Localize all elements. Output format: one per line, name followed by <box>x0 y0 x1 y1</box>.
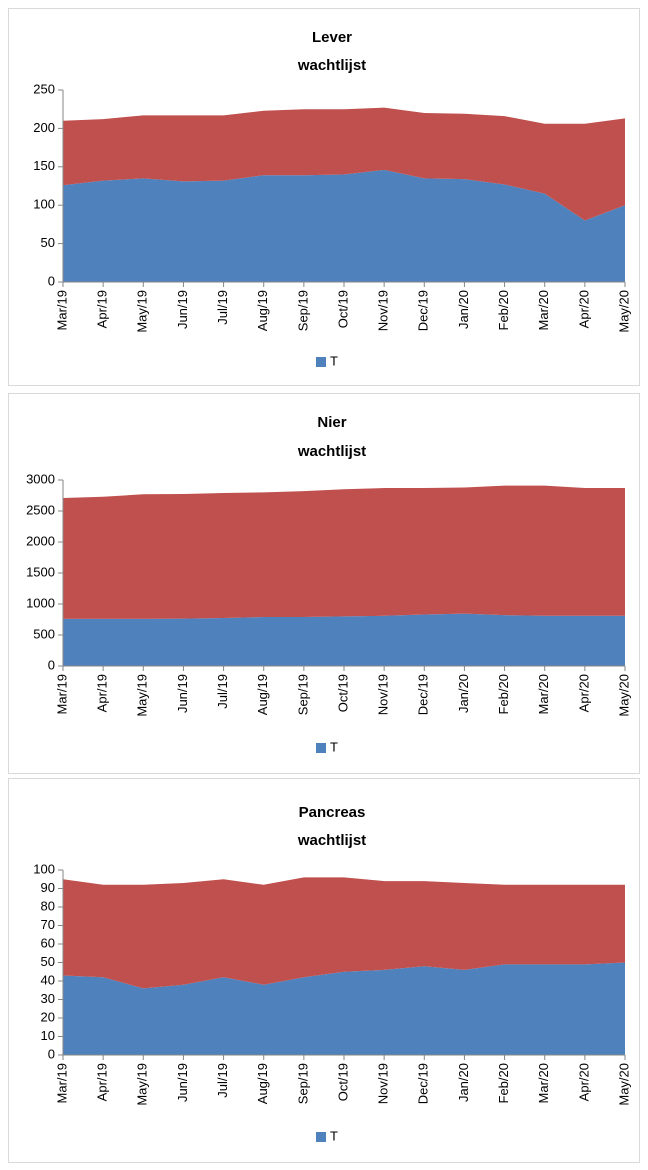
x-tick-label: Aug/19 <box>255 674 270 715</box>
x-tick-label: Nov/19 <box>376 1063 391 1104</box>
panel <box>8 778 640 1163</box>
y-tick-label: 70 <box>41 917 55 932</box>
y-tick-label: 3000 <box>26 471 55 486</box>
x-tick-label: Apr/19 <box>95 1063 110 1101</box>
x-tick-label: Jul/19 <box>215 290 230 325</box>
area <box>63 169 625 282</box>
x-tick-label: Nov/19 <box>376 674 391 715</box>
x-tick-label: Mar/19 <box>54 674 69 714</box>
x-tick-label: Jul/19 <box>215 674 230 709</box>
y-tick-label: 20 <box>41 1009 55 1024</box>
chart-title: Nier <box>317 414 346 431</box>
y-tick-label: 0 <box>48 1046 55 1061</box>
x-tick-label: Apr/19 <box>95 290 110 328</box>
x-tick-label: Feb/20 <box>496 290 511 330</box>
y-tick-label: 500 <box>33 626 55 641</box>
x-tick-label: Jul/19 <box>215 1063 230 1098</box>
y-tick-label: 1500 <box>26 564 55 579</box>
x-tick-label: Sep/19 <box>295 290 310 331</box>
x-tick-label: May/20 <box>616 1063 631 1106</box>
y-tick-label: 80 <box>41 898 55 913</box>
chart-title: Pancreas <box>299 804 366 821</box>
legend-swatch <box>316 357 326 367</box>
legend-label: T <box>330 353 338 368</box>
x-tick-label: Nov/19 <box>376 290 391 331</box>
y-tick-label: 0 <box>48 657 55 672</box>
chart-title: Lever <box>312 29 352 46</box>
x-tick-label: Mar/20 <box>536 290 551 330</box>
y-tick-label: 250 <box>33 81 55 96</box>
y-tick-label: 10 <box>41 1028 55 1043</box>
x-tick-label: May/19 <box>135 290 150 333</box>
y-tick-label: 40 <box>41 972 55 987</box>
x-tick-label: Feb/20 <box>496 1063 511 1103</box>
y-tick-label: 100 <box>33 861 55 876</box>
x-tick-label: Apr/20 <box>576 290 591 328</box>
x-tick-label: Jan/20 <box>456 290 471 329</box>
panel <box>8 393 640 774</box>
area <box>63 962 625 1055</box>
panel <box>8 8 640 386</box>
x-tick-label: Feb/20 <box>496 674 511 714</box>
legend-label: T <box>330 739 338 754</box>
x-tick-label: Oct/19 <box>335 290 350 328</box>
y-tick-label: 50 <box>41 235 55 250</box>
x-tick-label: Jan/20 <box>456 674 471 713</box>
x-tick-label: Dec/19 <box>416 290 431 331</box>
x-tick-label: Oct/19 <box>335 1063 350 1101</box>
chart-subtitle: wachtlijst <box>297 832 366 849</box>
x-tick-label: May/20 <box>616 674 631 717</box>
x-tick-label: May/19 <box>135 674 150 717</box>
y-tick-label: 2500 <box>26 502 55 517</box>
x-tick-label: Aug/19 <box>255 290 270 331</box>
legend-label: T <box>330 1128 338 1143</box>
legend-swatch <box>316 743 326 753</box>
x-tick-label: Jun/19 <box>175 290 190 329</box>
area <box>63 485 625 619</box>
area <box>63 613 625 666</box>
x-tick-label: Jun/19 <box>175 674 190 713</box>
x-tick-label: Jun/19 <box>175 1063 190 1102</box>
x-tick-label: Jan/20 <box>456 1063 471 1102</box>
x-tick-label: Apr/19 <box>95 674 110 712</box>
y-tick-label: 2000 <box>26 533 55 548</box>
y-tick-label: 200 <box>33 120 55 135</box>
x-tick-label: May/19 <box>135 1063 150 1106</box>
x-tick-label: Mar/20 <box>536 674 551 714</box>
y-tick-label: 150 <box>33 158 55 173</box>
y-tick-label: 30 <box>41 991 55 1006</box>
area <box>63 877 625 989</box>
x-tick-label: Dec/19 <box>416 674 431 715</box>
chart-subtitle: wachtlijst <box>297 57 366 74</box>
x-tick-label: Sep/19 <box>295 674 310 715</box>
y-tick-label: 60 <box>41 935 55 950</box>
x-tick-label: May/20 <box>616 290 631 333</box>
area <box>63 107 625 221</box>
x-tick-label: Apr/20 <box>576 674 591 712</box>
x-tick-label: Apr/20 <box>576 1063 591 1101</box>
legend-swatch <box>316 1132 326 1142</box>
x-tick-label: Dec/19 <box>416 1063 431 1104</box>
y-tick-label: 1000 <box>26 595 55 610</box>
y-tick-label: 0 <box>48 273 55 288</box>
x-tick-label: Aug/19 <box>255 1063 270 1104</box>
x-tick-label: Mar/20 <box>536 1063 551 1103</box>
x-tick-label: Sep/19 <box>295 1063 310 1104</box>
y-tick-label: 90 <box>41 880 55 895</box>
chart-subtitle: wachtlijst <box>297 443 366 460</box>
x-tick-label: Mar/19 <box>54 290 69 330</box>
x-tick-label: Oct/19 <box>335 674 350 712</box>
x-tick-label: Mar/19 <box>54 1063 69 1103</box>
y-tick-label: 100 <box>33 197 55 212</box>
y-tick-label: 50 <box>41 954 55 969</box>
